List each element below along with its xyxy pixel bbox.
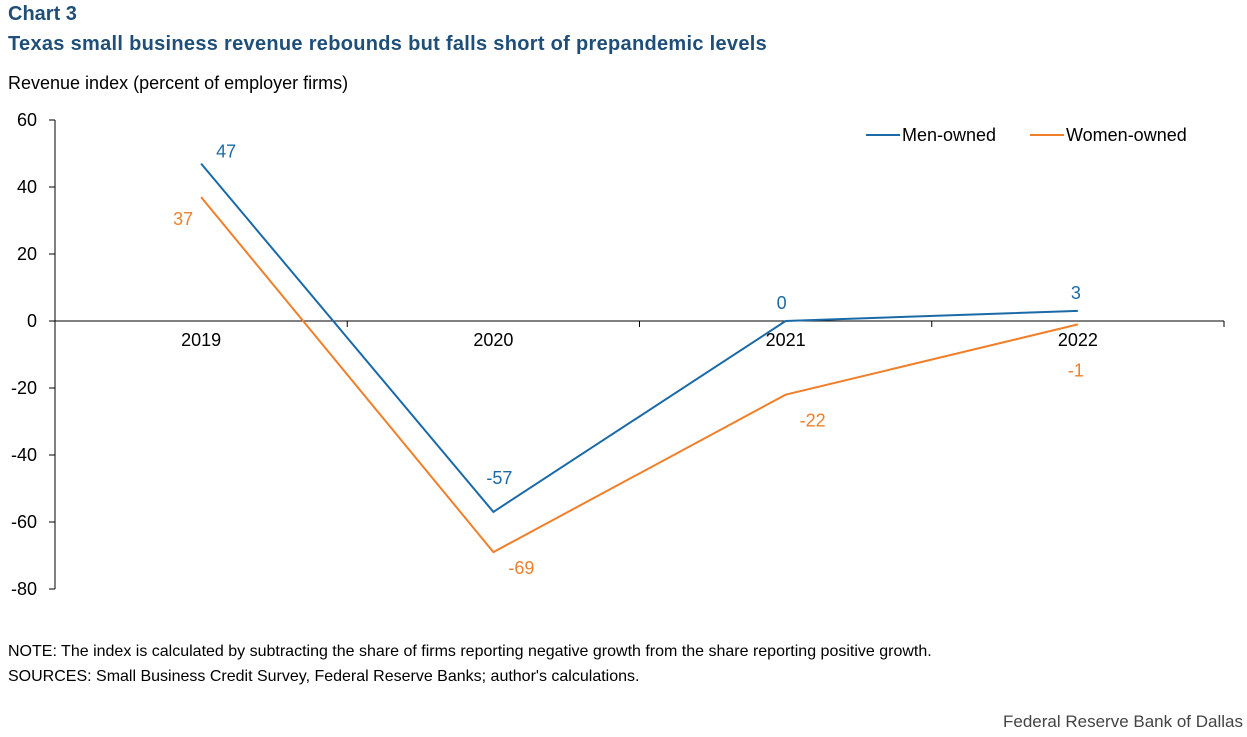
x-tick-label: 2022 — [1058, 330, 1098, 350]
data-label: -22 — [800, 411, 826, 431]
data-label: 0 — [777, 293, 787, 313]
footnote: NOTE: The index is calculated by subtrac… — [8, 639, 932, 689]
series-line-men-owned — [200, 162, 1078, 514]
y-tick-label: -40 — [11, 445, 37, 465]
chart-title: Texas small business revenue rebounds bu… — [8, 33, 768, 55]
data-label: 3 — [1071, 283, 1081, 303]
series-line-women-owned — [200, 196, 1079, 554]
y-tick-label: -20 — [11, 378, 37, 398]
y-tick-label: 0 — [27, 311, 37, 331]
y-tick-label: -60 — [11, 512, 37, 532]
data-label: 37 — [173, 209, 193, 229]
data-label: -69 — [508, 558, 534, 578]
x-tick-label: 2020 — [473, 330, 513, 350]
y-tick-label: 20 — [17, 244, 37, 264]
note-text: NOTE: The index is calculated by subtrac… — [8, 643, 932, 660]
line-chart: 60 40 20 0 -20 -40 -60 -80 2019 2020 2021 2022 47 -57… — [11, 110, 1225, 599]
data-label: 47 — [216, 142, 236, 162]
y-axis-title: Revenue index (percent of employer firms… — [8, 73, 349, 93]
x-tick-label: 2019 — [181, 330, 221, 350]
y-tick-label: -80 — [11, 579, 37, 599]
legend-label: Men-owned — [902, 125, 996, 145]
data-label: -1 — [1068, 360, 1084, 380]
y-tick-label: 60 — [17, 110, 37, 130]
chart-label: Chart 3 — [8, 3, 77, 25]
y-tick-label: 40 — [17, 177, 37, 197]
publisher-brand: Federal Reserve Bank of Dallas — [1002, 712, 1243, 731]
legend-label: Women-owned — [1066, 125, 1187, 145]
data-label: -57 — [486, 468, 512, 488]
sources-text: SOURCES: Small Business Credit Survey, F… — [8, 668, 640, 685]
x-tick-label: 2021 — [766, 330, 806, 350]
